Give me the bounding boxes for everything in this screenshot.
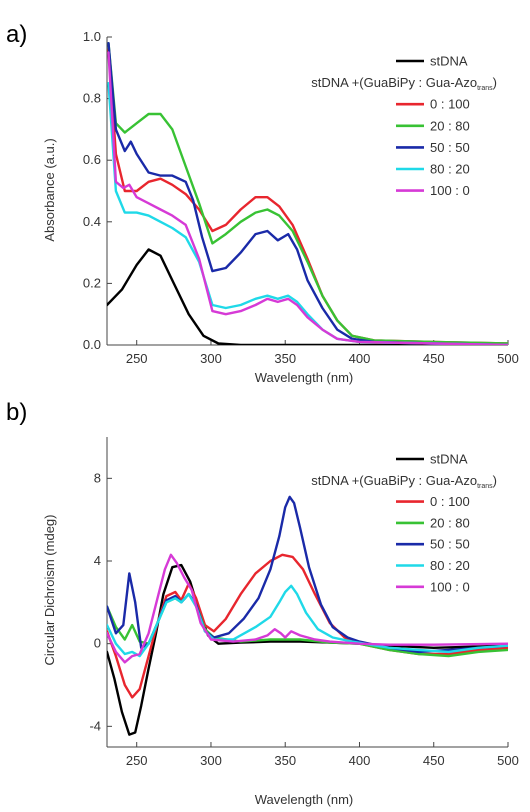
y-tick-label: 0.0 <box>83 337 101 352</box>
panel-b-plot-area: 250 300 350 400 450 500 -4 0 4 8 stDNA 0 : 100 20 : … <box>89 437 519 768</box>
y-tick-label: 1.0 <box>83 29 101 44</box>
y-tick-label: 0.4 <box>83 214 101 229</box>
x-tick-label: 250 <box>126 351 148 366</box>
series-line-0-100 <box>107 553 508 699</box>
legend-entry: 20 : 80 <box>430 515 470 530</box>
series-group <box>107 42 508 345</box>
legend-header-subscript: trans <box>477 85 493 92</box>
legend: stDNA 0 : 100 20 : 80 50 : 50 80 : 20 100 : 0… <box>311 54 497 199</box>
legend-header-subscript: trans <box>477 483 493 490</box>
panel-b-label: b) <box>6 399 27 426</box>
panel-a-label: a) <box>6 21 27 48</box>
y-tick-label: 0.6 <box>83 152 101 167</box>
x-tick-label: 300 <box>200 753 222 768</box>
legend-entry: stDNA <box>430 54 468 69</box>
y-tick-label: -4 <box>89 718 101 733</box>
legend-header: stDNA +(GuaBiPy : Gua-Azotrans) <box>311 473 497 490</box>
series-line-100-0 <box>107 51 508 345</box>
x-tick-label: 500 <box>497 753 519 768</box>
series-line-50-50 <box>107 42 508 345</box>
x-tick-label: 350 <box>274 351 296 366</box>
panel-a-y-axis-title: Absorbance (a.u.) <box>42 138 57 241</box>
legend-header-prefix: stDNA +(GuaBiPy : Gua-Azo <box>311 473 477 488</box>
legend-entry: stDNA <box>430 452 468 467</box>
x-tick-label: 500 <box>497 351 519 366</box>
legend-entry: 80 : 20 <box>430 162 470 177</box>
panel-b-circular-dichroism-chart: b) 250 300 350 400 450 500 -4 0 4 8 stDNA 0 : 100 20… <box>6 399 519 807</box>
legend-header: stDNA +(GuaBiPy : Gua-Azotrans) <box>311 75 497 92</box>
y-tick-label: 8 <box>94 470 101 485</box>
legend-entry: 100 : 0 <box>430 183 470 198</box>
legend-entry: 100 : 0 <box>430 579 470 594</box>
x-tick-label: 450 <box>423 351 445 366</box>
legend-entry: 50 : 50 <box>430 537 470 552</box>
panel-b-y-axis-title: Circular Dichroism (mdeg) <box>42 515 57 666</box>
series-line-20-80 <box>107 42 508 345</box>
x-tick-label: 400 <box>349 753 371 768</box>
y-tick-label: 4 <box>94 553 101 568</box>
x-tick-label: 300 <box>200 351 222 366</box>
panel-a-x-axis-title: Wavelength (nm) <box>255 370 354 385</box>
x-tick-label: 350 <box>274 753 296 768</box>
y-tick-label: 0 <box>94 636 101 651</box>
series-line-stdna <box>107 248 508 345</box>
legend-header-prefix: stDNA +(GuaBiPy : Gua-Azo <box>311 75 477 90</box>
legend-header-suffix: ) <box>493 75 497 90</box>
series-line-50-50 <box>107 495 508 654</box>
legend-entry: 0 : 100 <box>430 494 470 509</box>
legend-entry: 50 : 50 <box>430 140 470 155</box>
series-line-100-0 <box>107 553 508 664</box>
legend-entry: 20 : 80 <box>430 118 470 133</box>
x-tick-label: 400 <box>349 351 371 366</box>
panel-a-absorbance-chart: a) 250 300 350 400 450 500 0.0 0.2 0.4 0.6 0.8 1.0 s… <box>6 21 519 385</box>
x-tick-label: 450 <box>423 753 445 768</box>
legend-entry: 0 : 100 <box>430 97 470 112</box>
y-tick-label: 0.2 <box>83 275 101 290</box>
legend-entry: 80 : 20 <box>430 558 470 573</box>
y-tick-label: 0.8 <box>83 91 101 106</box>
panel-b-x-axis-title: Wavelength (nm) <box>255 792 354 807</box>
x-tick-label: 250 <box>126 753 148 768</box>
series-group <box>107 495 508 736</box>
legend-header-suffix: ) <box>493 473 497 488</box>
legend: stDNA 0 : 100 20 : 80 50 : 50 80 : 20 100 : 0… <box>311 452 497 595</box>
panel-a-plot-area: 250 300 350 400 450 500 0.0 0.2 0.4 0.6 0.8 1.0 stDN… <box>83 29 519 366</box>
